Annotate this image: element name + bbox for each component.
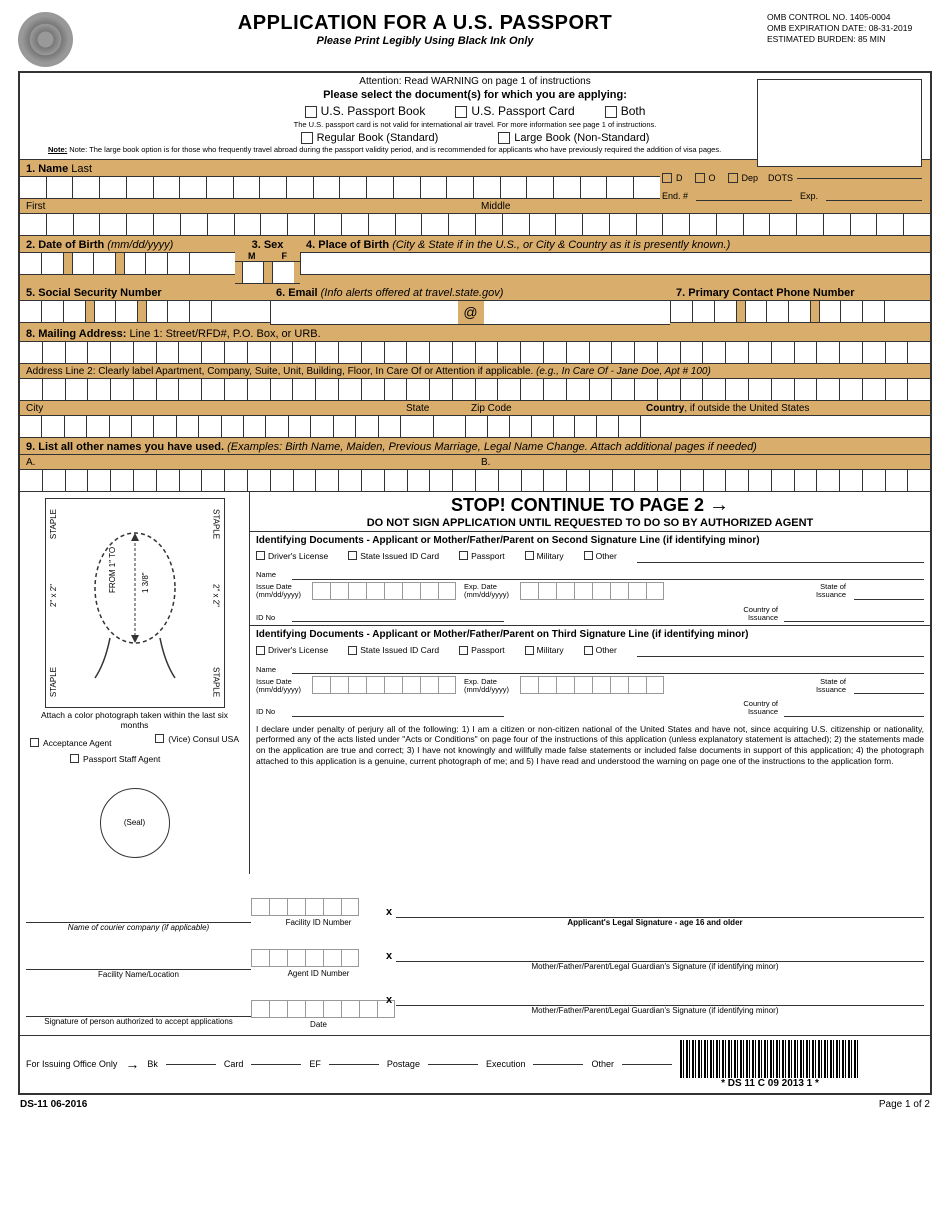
checkbox-regular-book[interactable]: Regular Book (Standard): [301, 131, 439, 145]
id-docs-section-1: Identifying Documents - Applicant or Mot…: [250, 532, 930, 627]
input-date[interactable]: [251, 1000, 386, 1018]
input-address-line2[interactable]: [20, 378, 930, 401]
input-ssn[interactable]: [20, 300, 270, 323]
id-docs-section-2: Identifying Documents - Applicant or Mot…: [250, 626, 930, 720]
input-agent-id[interactable]: [251, 949, 386, 967]
checkbox-drivers-license-2[interactable]: Driver's License: [256, 645, 328, 655]
input-state[interactable]: [400, 415, 465, 438]
input-address-line1[interactable]: [20, 341, 930, 364]
svg-text:1 3/8": 1 3/8": [141, 572, 150, 593]
input-id1-exp-date[interactable]: [520, 582, 664, 600]
stop-banner: STOP! CONTINUE TO PAGE 2 →: [250, 492, 930, 517]
input-sex[interactable]: [235, 261, 300, 284]
input-country[interactable]: [640, 415, 930, 438]
input-facility-name[interactable]: [26, 957, 251, 970]
issuing-office-row: For Issuing Office Only → Bk Card EF Pos…: [20, 1035, 930, 1093]
barcode: [680, 1040, 860, 1078]
input-id2-number[interactable]: [292, 703, 504, 717]
input-id1-country[interactable]: [784, 608, 924, 622]
checkbox-staff-agent[interactable]: Passport Staff Agent: [70, 754, 239, 764]
input-id1-issue-date[interactable]: [312, 582, 456, 600]
input-courier-name[interactable]: [26, 910, 251, 923]
checkbox-state-id-1[interactable]: State Issued ID Card: [348, 551, 439, 561]
checkbox-other-1[interactable]: Other: [584, 551, 617, 561]
input-id1-name[interactable]: [292, 566, 924, 580]
input-email[interactable]: @: [270, 300, 670, 325]
checkbox-passport-2[interactable]: Passport: [459, 645, 505, 655]
omb-block: OMB CONTROL NO. 1405-0004 OMB EXPIRATION…: [767, 12, 932, 45]
footer: DS-11 06-2016 Page 1 of 2: [18, 1095, 932, 1114]
svg-text:FROM 1" TO: FROM 1" TO: [108, 547, 117, 593]
checkbox-state-id-2[interactable]: State Issued ID Card: [348, 645, 439, 655]
seal-placeholder: (Seal): [100, 788, 170, 858]
input-last-name[interactable]: [20, 176, 660, 199]
checkbox-other-2[interactable]: Other: [584, 645, 617, 655]
input-other-name-a[interactable]: [20, 469, 475, 492]
end-exp-row: End. # Exp.: [662, 191, 922, 201]
stop-warning: DO NOT SIGN APPLICATION UNTIL REQUESTED …: [250, 517, 930, 532]
input-auth-signature[interactable]: [26, 1004, 251, 1017]
checkbox-drivers-license-1[interactable]: Driver's License: [256, 551, 328, 561]
input-place-of-birth[interactable]: [300, 252, 930, 275]
head-outline-icon: FROM 1" TO 1 3/8": [80, 523, 190, 683]
input-id1-number[interactable]: [292, 608, 504, 622]
checkbox-both[interactable]: Both: [605, 104, 646, 120]
input-other-name-b[interactable]: [475, 469, 930, 492]
row-dob-sex-pob: 2. Date of Birth (mm/dd/yyyy) 3. Sex MF …: [20, 236, 930, 284]
input-facility-id[interactable]: [251, 898, 386, 916]
checkbox-passport-1[interactable]: Passport: [459, 551, 505, 561]
page: APPLICATION FOR A U.S. PASSPORT Please P…: [0, 0, 950, 1126]
checkbox-passport-book[interactable]: U.S. Passport Book: [305, 104, 426, 120]
dots-row: D O Dep DOTS: [662, 173, 922, 183]
input-phone[interactable]: [670, 300, 930, 323]
header: APPLICATION FOR A U.S. PASSPORT Please P…: [18, 12, 932, 67]
input-id2-state[interactable]: [854, 680, 924, 694]
checkbox-passport-card[interactable]: U.S. Passport Card: [455, 104, 574, 120]
input-id1-state[interactable]: [854, 586, 924, 600]
row-ssn-email-phone: 5. Social Security Number 6. Email (Info…: [20, 284, 930, 325]
input-id2-country[interactable]: [784, 703, 924, 717]
input-id2-exp-date[interactable]: [520, 676, 664, 694]
signature-area: Name of courier company (if applicable) …: [20, 874, 930, 1035]
checkbox-vice-consul[interactable]: (Vice) Consul USA: [155, 734, 239, 744]
input-id2-name[interactable]: [292, 660, 924, 674]
checkbox-military-2[interactable]: Military: [525, 645, 564, 655]
field-8-address: 8. Mailing Address: Line 1: Street/RFD#,…: [20, 325, 930, 438]
input-first-name[interactable]: [20, 213, 475, 236]
input-id2-issue-date[interactable]: [312, 676, 456, 694]
field-9-other-names: 9. List all other names you have used. (…: [20, 438, 930, 492]
form-subtitle: Please Print Legibly Using Black Ink Onl…: [83, 35, 767, 47]
official-photo-box: [757, 79, 922, 167]
lower-section: STAPLE 2" x 2" STAPLE STAPLE 2" x 2" STA…: [20, 492, 930, 874]
checkbox-military-1[interactable]: Military: [525, 551, 564, 561]
photo-attach-area: STAPLE 2" x 2" STAPLE STAPLE 2" x 2" STA…: [20, 492, 250, 874]
us-seal-icon: [18, 12, 73, 67]
input-parent1-signature[interactable]: [396, 949, 924, 962]
input-applicant-signature[interactable]: [396, 905, 924, 918]
checkbox-large-book[interactable]: Large Book (Non-Standard): [498, 131, 649, 145]
input-middle-name[interactable]: [475, 213, 930, 236]
form-title: APPLICATION FOR A U.S. PASSPORT: [83, 12, 767, 35]
input-city[interactable]: [20, 415, 400, 438]
declaration-text: I declare under penalty of perjury all o…: [250, 720, 930, 771]
input-parent2-signature[interactable]: [396, 993, 924, 1006]
input-dob[interactable]: [20, 252, 235, 275]
form-body: Attention: Read WARNING on page 1 of ins…: [18, 71, 932, 1095]
input-zip[interactable]: [465, 415, 640, 438]
